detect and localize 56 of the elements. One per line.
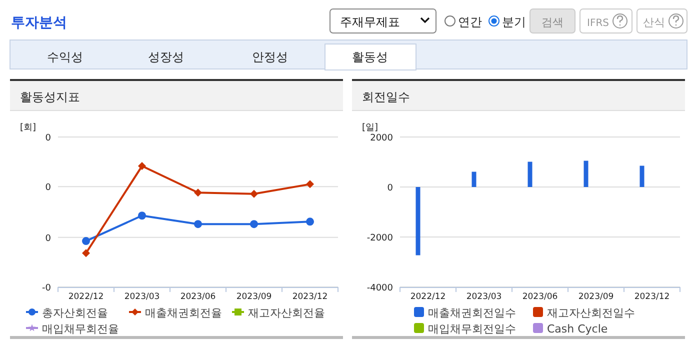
text: 수익성 <box>47 50 83 64</box>
x-tick-label: 2023/12 <box>292 292 328 302</box>
bar <box>416 187 420 256</box>
text: 성장성 <box>148 50 184 64</box>
bar <box>528 162 532 187</box>
text: -0 <box>42 284 52 294</box>
text: IFRS <box>587 18 609 29</box>
text: 0 <box>45 234 52 244</box>
x-tick-label: 2023/03 <box>124 292 160 302</box>
legend-label: 총자산회전율 <box>42 306 108 320</box>
x-tick-label: 2023/09 <box>236 292 272 302</box>
bar <box>584 160 588 187</box>
x-tick-label: 2023/06 <box>180 292 216 302</box>
point <box>194 188 202 197</box>
point <box>306 180 314 188</box>
text: 활동성 <box>352 50 388 64</box>
text: 0 <box>45 134 52 144</box>
point <box>194 220 202 228</box>
text: 투자분석 <box>11 15 67 31</box>
y-axis-title: [일] <box>362 123 378 133</box>
bar <box>640 166 644 187</box>
point <box>250 220 258 228</box>
text: 검색 <box>542 16 564 29</box>
point <box>250 190 258 198</box>
point <box>306 218 314 226</box>
legend-label: 재고자산회전일수 <box>547 306 635 320</box>
text: 산식 <box>643 16 665 29</box>
text: 주재무제표 <box>340 15 400 29</box>
x-tick-label: 2022/12 <box>68 292 104 302</box>
legend-label: 매출채권회전일수 <box>428 306 516 320</box>
x-tick-label: 2023/12 <box>634 292 670 302</box>
x-tick-label: 2023/03 <box>466 292 502 302</box>
chart-title: 활동성지표 <box>20 90 80 104</box>
legend-label: 재고자산회전율 <box>248 306 325 320</box>
legend-label: 매입채무회전율 <box>42 322 119 336</box>
bar <box>472 172 476 187</box>
y-tick-label: -2000 <box>366 234 394 244</box>
x-tick-label: 2023/06 <box>522 292 558 302</box>
y-axis-title: [회] <box>20 123 36 133</box>
chart-title: 회전일수 <box>362 90 410 104</box>
y-tick-label: -4000 <box>366 284 394 294</box>
text: 안정성 <box>252 50 288 64</box>
text: 분기 <box>502 15 526 29</box>
point <box>138 212 146 220</box>
y-tick-label: 2000 <box>370 134 394 144</box>
legend-label: 매입채무회전일수 <box>428 322 516 336</box>
x-tick-label: 2022/12 <box>410 292 446 302</box>
y-tick-label: 0 <box>387 184 394 194</box>
point <box>82 237 90 246</box>
legend-label: 매출채권회전율 <box>145 306 222 320</box>
legend-label: Cash Cycle <box>547 322 608 336</box>
text: 0 <box>45 183 52 194</box>
text: 연간 <box>458 15 482 29</box>
point <box>82 249 90 258</box>
point <box>138 162 146 170</box>
x-tick-label: 2023/09 <box>578 292 614 302</box>
